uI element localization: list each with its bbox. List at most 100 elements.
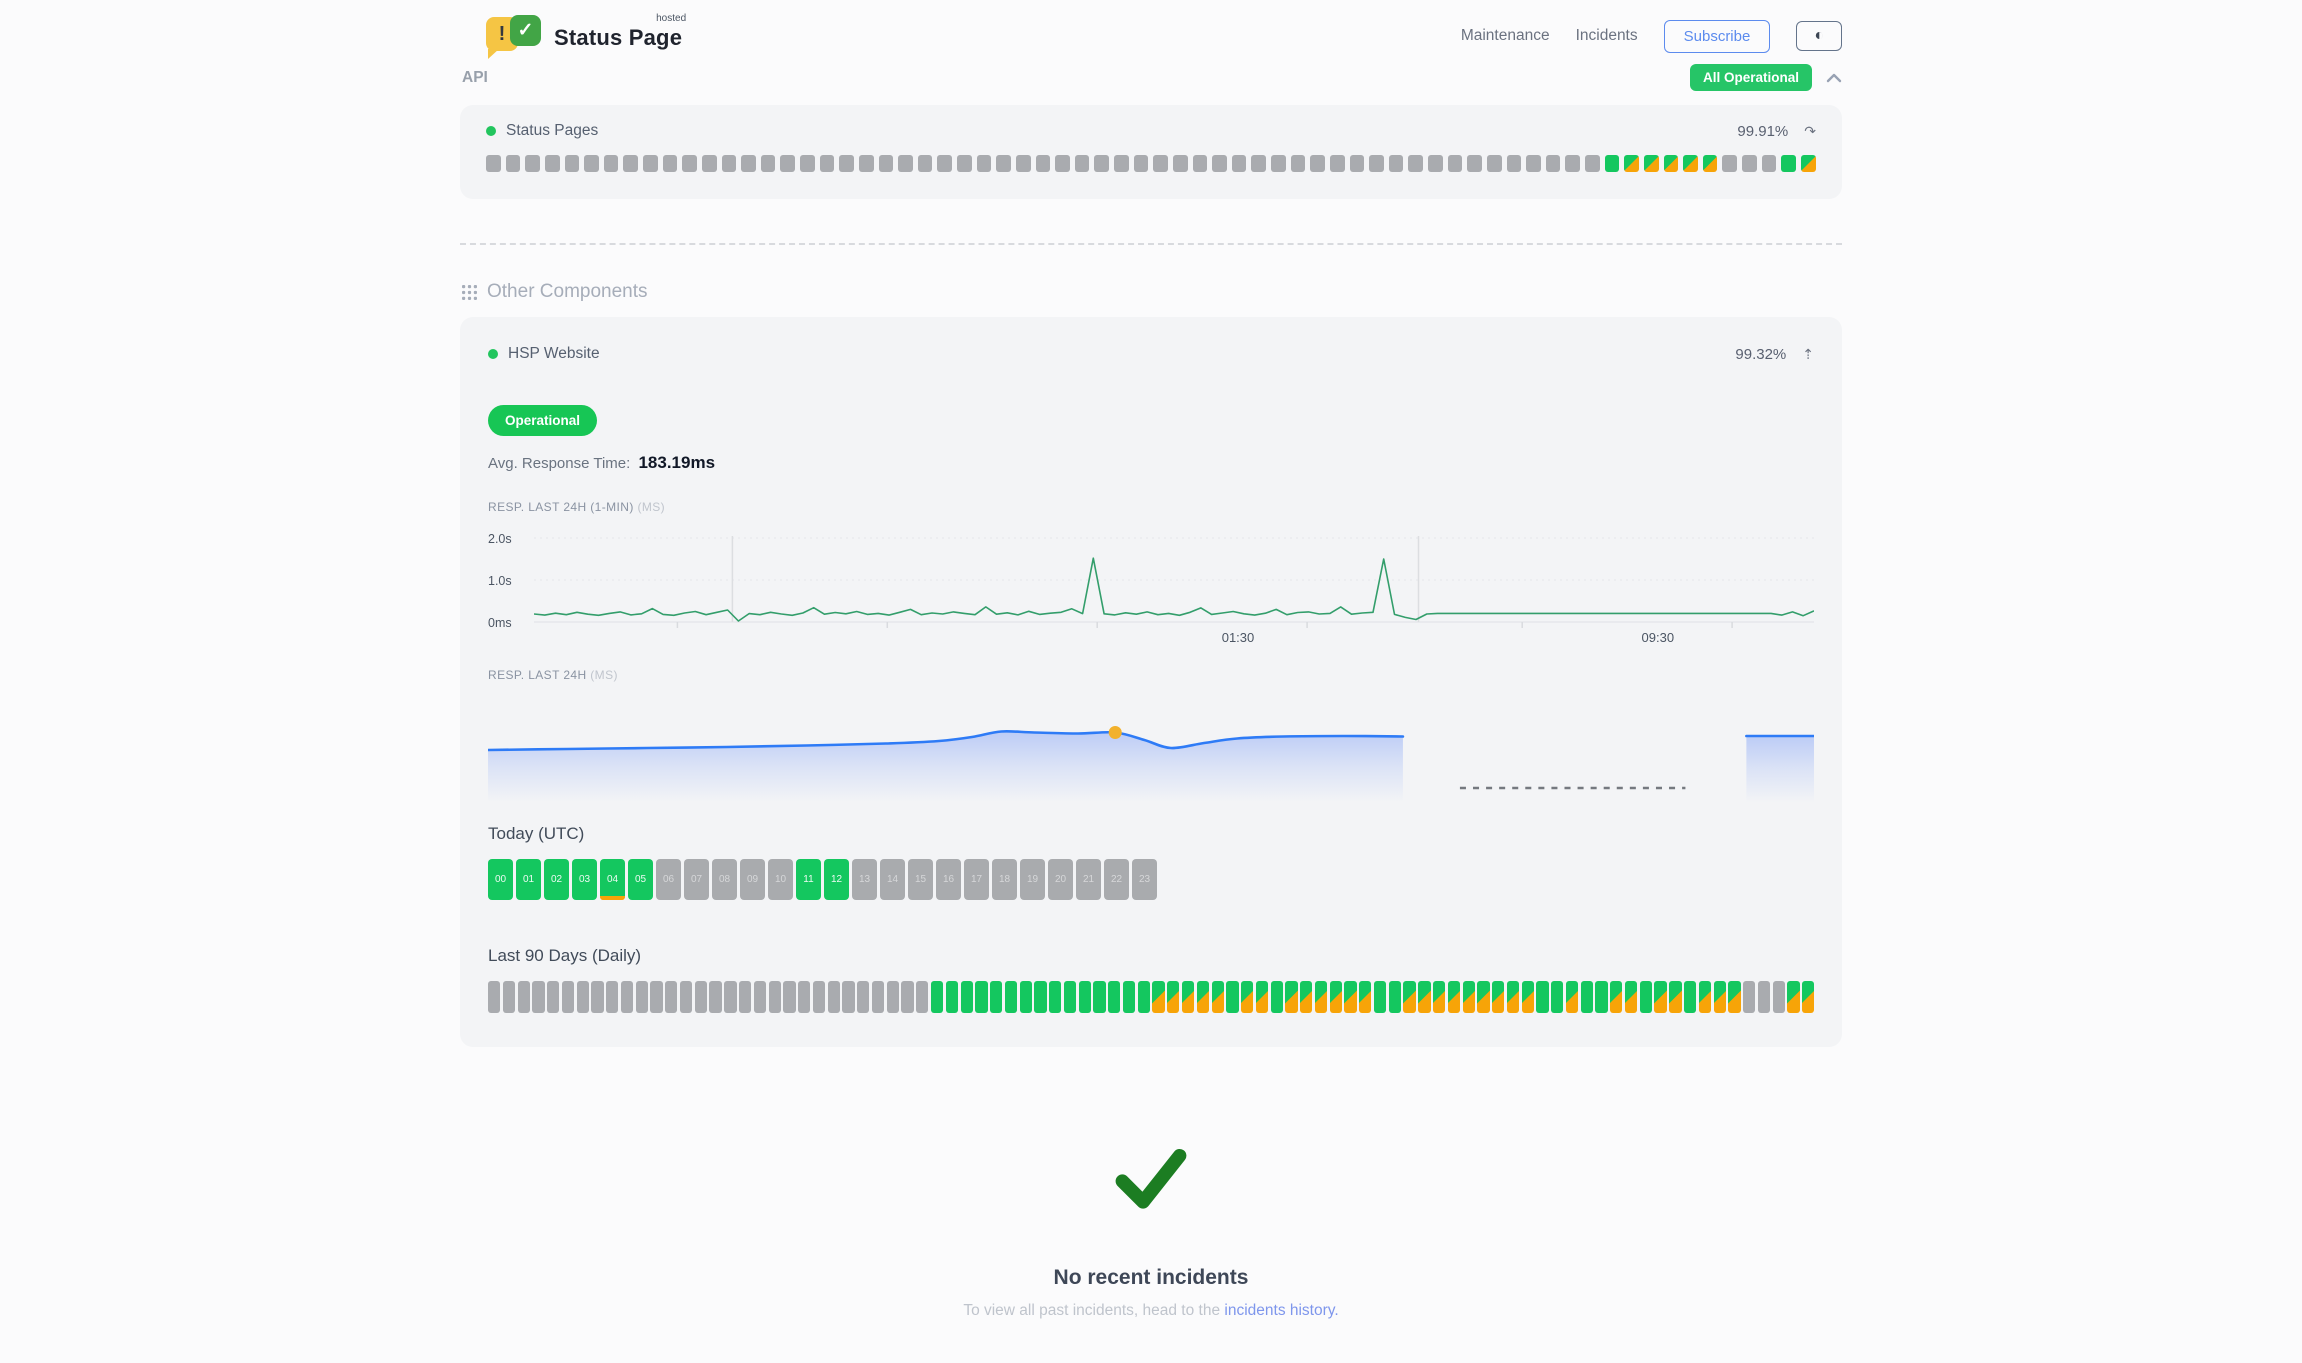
- uptime-bar[interactable]: [1359, 981, 1372, 1013]
- uptime-bar[interactable]: [1545, 155, 1561, 172]
- uptime-bar[interactable]: [741, 155, 756, 172]
- uptime-bar[interactable]: [1447, 981, 1461, 1013]
- uptime-bar[interactable]: [1800, 155, 1816, 172]
- uptime-bar[interactable]: [1137, 981, 1150, 1013]
- uptime-bar[interactable]: [1643, 155, 1659, 172]
- uptime-bar[interactable]: [1035, 155, 1051, 172]
- uptime-bar[interactable]: [1349, 155, 1365, 172]
- uptime-bar[interactable]: [505, 155, 521, 172]
- hour-block[interactable]: 02: [544, 859, 569, 900]
- uptime-bar[interactable]: [1585, 155, 1600, 172]
- uptime-bar[interactable]: [1310, 155, 1325, 172]
- hour-block[interactable]: 13: [852, 859, 877, 900]
- uptime-bar[interactable]: [1015, 155, 1031, 172]
- uptime-bar[interactable]: [990, 981, 1003, 1013]
- response-1min-chart[interactable]: 2.0s 1.0s 0ms 01:30 09:30: [488, 528, 1814, 658]
- uptime-bar[interactable]: [1122, 981, 1136, 1013]
- uptime-bar[interactable]: [1669, 981, 1682, 1013]
- uptime-bar[interactable]: [1565, 155, 1580, 172]
- uptime-bar[interactable]: [976, 155, 992, 172]
- uptime-bar[interactable]: [1285, 981, 1298, 1013]
- hour-block[interactable]: 00: [488, 859, 513, 900]
- uptime-bar[interactable]: [1034, 981, 1047, 1013]
- uptime-bar[interactable]: [620, 981, 634, 1013]
- uptime-bar[interactable]: [1108, 981, 1121, 1013]
- uptime-bar[interactable]: [486, 155, 501, 172]
- uptime-bar[interactable]: [517, 981, 530, 1013]
- uptime-bar[interactable]: [576, 981, 589, 1013]
- hour-block[interactable]: 15: [908, 859, 933, 900]
- uptime-bar[interactable]: [1004, 981, 1018, 1013]
- uptime-bar[interactable]: [996, 155, 1011, 172]
- hour-block[interactable]: 14: [880, 859, 905, 900]
- uptime-bar[interactable]: [1722, 155, 1737, 172]
- uptime-bar[interactable]: [1226, 981, 1239, 1013]
- uptime-bar[interactable]: [591, 981, 604, 1013]
- uptime-bar[interactable]: [1271, 155, 1286, 172]
- hour-block[interactable]: 12: [824, 859, 849, 900]
- brand-logo[interactable]: ! ✓ hosted Status Page: [486, 13, 686, 59]
- uptime-bar[interactable]: [1761, 155, 1777, 172]
- uptime-bar[interactable]: [1624, 155, 1639, 172]
- hour-block[interactable]: 04: [600, 859, 625, 900]
- uptime-bar[interactable]: [682, 155, 697, 172]
- uptime-bar[interactable]: [975, 981, 988, 1013]
- uptime-bar[interactable]: [945, 981, 958, 1013]
- uptime-bar[interactable]: [1314, 981, 1328, 1013]
- uptime-bar[interactable]: [857, 981, 870, 1013]
- uptime-bar[interactable]: [665, 981, 678, 1013]
- uptime-bar[interactable]: [1624, 981, 1638, 1013]
- uptime-bar[interactable]: [780, 155, 795, 172]
- hour-block[interactable]: 20: [1048, 859, 1073, 900]
- uptime-bar[interactable]: [858, 155, 874, 172]
- uptime-bar[interactable]: [1114, 155, 1129, 172]
- uptime-bar[interactable]: [739, 981, 752, 1013]
- uptime-bar[interactable]: [1781, 155, 1796, 172]
- uptime-bar[interactable]: [871, 981, 885, 1013]
- chart-marker-dot[interactable]: [1108, 726, 1122, 739]
- uptime-bar[interactable]: [937, 155, 952, 172]
- uptime-bar[interactable]: [1772, 981, 1785, 1013]
- uptime-bar[interactable]: [584, 155, 599, 172]
- uptime-bar[interactable]: [1290, 155, 1306, 172]
- hour-block[interactable]: 11: [796, 859, 821, 900]
- uptime-bar[interactable]: [1167, 981, 1180, 1013]
- uptime-bar[interactable]: [1153, 155, 1168, 172]
- uptime-bar[interactable]: [916, 981, 929, 1013]
- uptime-bar[interactable]: [1094, 155, 1109, 172]
- uptime-bar[interactable]: [701, 155, 717, 172]
- uptime-bar[interactable]: [1211, 981, 1224, 1013]
- uptime-bar[interactable]: [694, 981, 707, 1013]
- uptime-bar[interactable]: [525, 155, 540, 172]
- uptime-bar[interactable]: [1133, 155, 1149, 172]
- uptime-bar[interactable]: [1255, 981, 1269, 1013]
- hour-block[interactable]: 16: [936, 859, 961, 900]
- uptime-bar[interactable]: [724, 981, 737, 1013]
- uptime-bar[interactable]: [1196, 981, 1210, 1013]
- hour-block[interactable]: 22: [1104, 859, 1129, 900]
- uptime-bar[interactable]: [1551, 981, 1564, 1013]
- uptime-bar[interactable]: [827, 981, 840, 1013]
- hour-block[interactable]: 09: [740, 859, 765, 900]
- hour-block[interactable]: 01: [516, 859, 541, 900]
- hour-block[interactable]: 17: [964, 859, 989, 900]
- uptime-bar[interactable]: [1467, 155, 1482, 172]
- hour-block[interactable]: 07: [684, 859, 709, 900]
- uptime-bar[interactable]: [1049, 981, 1062, 1013]
- uptime-bar[interactable]: [635, 981, 648, 1013]
- uptime-bar[interactable]: [842, 981, 855, 1013]
- uptime-bar[interactable]: [1639, 981, 1652, 1013]
- uptime-bar[interactable]: [1428, 155, 1443, 172]
- uptime-bar[interactable]: [1329, 155, 1345, 172]
- uptime-bar[interactable]: [547, 981, 560, 1013]
- subscribe-button[interactable]: Subscribe: [1663, 19, 1771, 53]
- uptime-bar[interactable]: [768, 981, 781, 1013]
- hour-block[interactable]: 08: [712, 859, 737, 900]
- uptime-bar[interactable]: [1506, 981, 1520, 1013]
- hour-block[interactable]: 06: [656, 859, 681, 900]
- uptime-bar[interactable]: [898, 155, 913, 172]
- uptime-bar[interactable]: [800, 155, 815, 172]
- uptime-bar[interactable]: [1063, 981, 1077, 1013]
- uptime-bar[interactable]: [1074, 155, 1090, 172]
- uptime-bar[interactable]: [1506, 155, 1522, 172]
